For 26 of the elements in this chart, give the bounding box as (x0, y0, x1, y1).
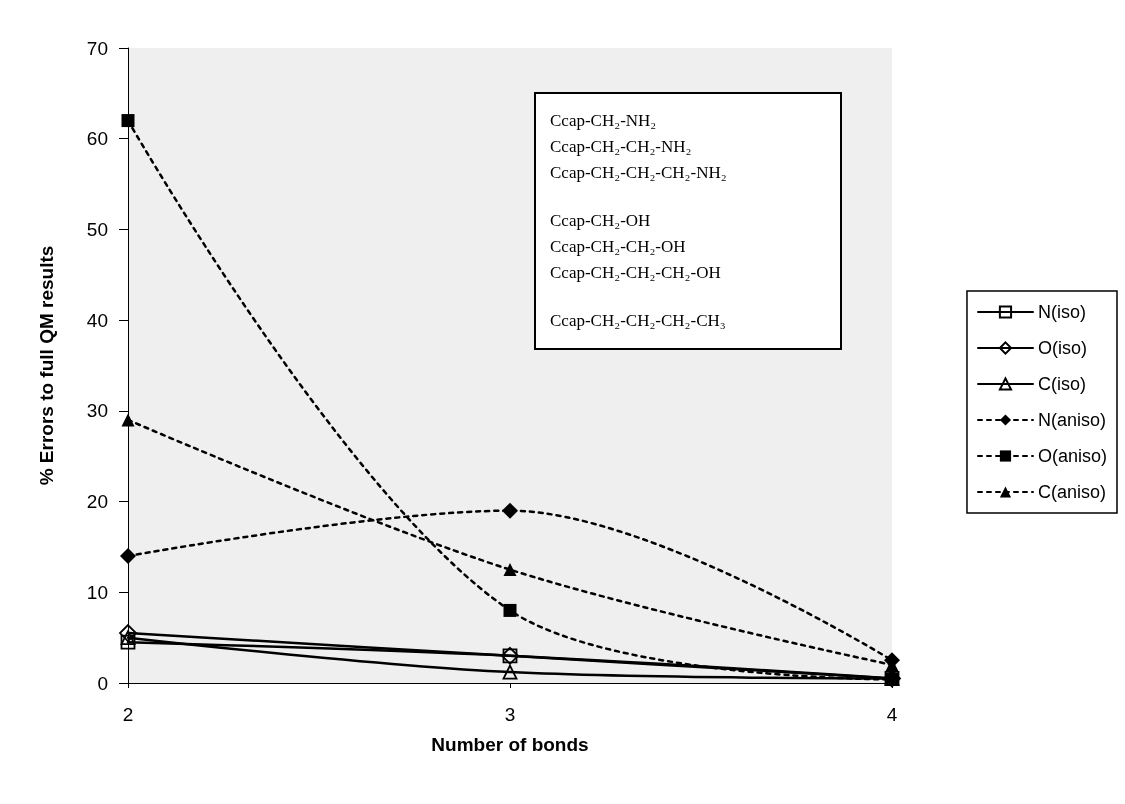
x-tick-label: 4 (886, 704, 898, 725)
y-tick-label: 20 (86, 491, 108, 513)
legend-label: O(iso) (1037, 338, 1087, 358)
annotation: Ccap-CH₂-NH₂ (550, 110, 658, 132)
y-axis-title: % Errors to full QM results (36, 245, 57, 486)
x-tick-label: 3 (504, 704, 516, 725)
legend-label: N(iso) (1037, 302, 1086, 322)
y-tick-label: 10 (86, 581, 108, 603)
annotation: Ccap-CH₂-CH₂-NH₂ (550, 136, 693, 158)
x-tick-label: 2 (122, 704, 134, 725)
annotation: Ccap-CH₂-CH₂-CH₂-CH₃ (550, 310, 727, 332)
y-tick-label: 70 (86, 37, 108, 59)
y-tick-label: 50 (86, 218, 108, 240)
x-axis-title: Number of bonds (431, 734, 589, 755)
y-tick-label: 30 (86, 400, 108, 422)
legend-label: N(aniso) (1037, 410, 1107, 430)
annotation: Ccap-CH₂-CH₂-CH₂-OH (550, 262, 722, 284)
y-tick-label: 40 (86, 309, 108, 331)
annotation: Ccap-CH₂-CH₂-OH (550, 236, 687, 258)
legend-label: C(iso) (1037, 374, 1086, 394)
legend-label: C(aniso) (1037, 482, 1107, 502)
y-tick-label: 0 (97, 672, 108, 694)
annotation: Ccap-CH₂-OH (550, 210, 652, 232)
y-tick-label: 60 (86, 128, 108, 150)
annotation: Ccap-CH₂-CH₂-CH₂-NH₂ (550, 162, 728, 184)
legend-label: O(aniso) (1037, 446, 1108, 466)
